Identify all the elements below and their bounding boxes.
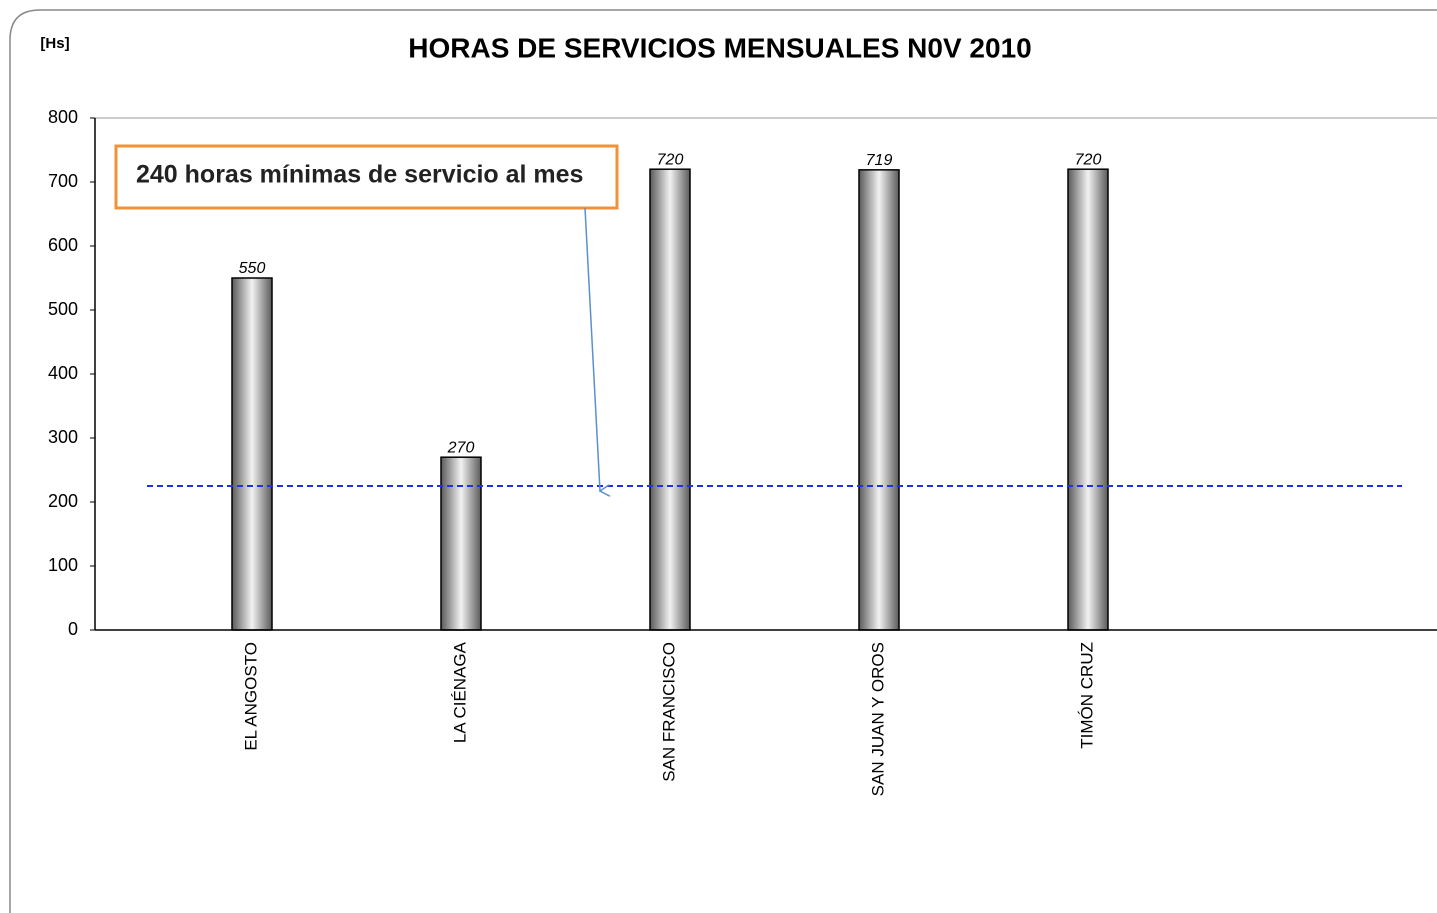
x-tick-label: LA CIÉNAGA [450,641,469,743]
y-tick-label: 0 [68,619,78,639]
value-label: 550 [239,260,266,277]
annotation-arrow [584,207,600,491]
value-label: 720 [1075,151,1102,168]
x-tick-label: SAN FRANCISCO [659,642,678,782]
plot: 0 100 200 300 400 500 600 700 800 EL ANGOSTO 550 LA… [48,107,1402,796]
value-label: 270 [447,439,475,456]
value-label: 720 [657,151,684,168]
x-tick-label: TIMÓN CRUZ [1077,642,1096,749]
y-axis-label: [Hs] [40,35,69,52]
annotation: 240 horas mínimas de servicio al mes [136,161,583,189]
bar [858,169,900,631]
y-tick-label: 500 [48,299,78,319]
bar [1067,168,1109,631]
y-tick-label: 800 [48,107,78,127]
bar [231,277,273,631]
x-tick-label: EL ANGOSTO [241,642,260,751]
y-tick-label: 600 [48,235,78,255]
x-tick-label: SAN JUAN Y OROS [868,642,887,796]
y-tick-label: 300 [48,427,78,447]
chart-title: HORAS DE SERVICIOS MENSUALES N0V 2010 [408,32,1031,63]
frame [9,9,1437,913]
y-tick-label: 400 [48,363,78,383]
y-tick-label: 200 [48,491,78,511]
y-tick-label: 700 [48,171,78,191]
bar [440,456,482,631]
bar [649,168,691,631]
annotation-box [114,144,619,210]
value-label: 719 [866,152,893,169]
y-tick-label: 100 [48,555,78,575]
